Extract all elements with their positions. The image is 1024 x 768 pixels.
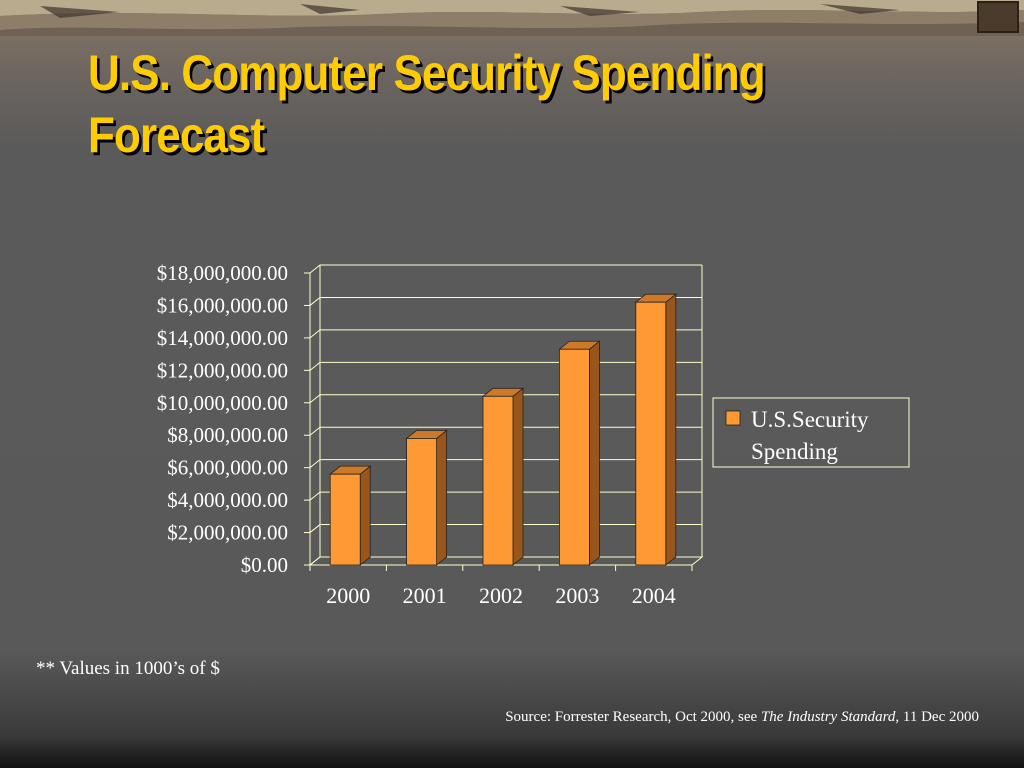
x-tick-label: 2000 bbox=[326, 583, 370, 608]
slide-title-line2: Forecast bbox=[88, 107, 265, 163]
gridline bbox=[309, 264, 702, 274]
source-citation: Source: Forrester Research, Oct 2000, se… bbox=[505, 709, 979, 726]
x-tick-label: 2003 bbox=[555, 583, 599, 608]
chart-bars bbox=[329, 293, 677, 566]
y-tick-label: $14,000,000.00 bbox=[157, 326, 288, 350]
y-tick-label: $18,000,000.00 bbox=[157, 261, 288, 285]
legend-label-line: Spending bbox=[751, 439, 838, 464]
slide-title: U.S. Computer Security Spending Forecast bbox=[88, 42, 880, 166]
chart-legend: U.S.Security Spending bbox=[712, 397, 910, 468]
y-tick-label: $10,000,000.00 bbox=[157, 391, 288, 415]
bar-2003 bbox=[558, 340, 601, 566]
legend-label-line: U.S.Security bbox=[751, 407, 869, 432]
bar-front bbox=[329, 473, 361, 566]
decorative-banner bbox=[0, 0, 1024, 36]
legend-box bbox=[712, 397, 910, 468]
slide-title-line1: U.S. Computer Security Spending bbox=[88, 45, 766, 101]
legend-swatch bbox=[725, 410, 741, 426]
y-tick-label: $0.00 bbox=[241, 553, 288, 577]
bar-2004 bbox=[634, 293, 677, 566]
bar-2000 bbox=[329, 465, 372, 566]
bar-front bbox=[406, 438, 438, 566]
bar-side bbox=[436, 429, 447, 566]
y-tick-label: $12,000,000.00 bbox=[157, 358, 288, 382]
source-prefix: Source: Forrester Research, Oct 2000, se… bbox=[505, 709, 761, 725]
x-tick-label: 2002 bbox=[479, 583, 523, 608]
y-tick-label: $8,000,000.00 bbox=[167, 423, 288, 447]
source-suffix: , 11 Dec 2000 bbox=[895, 709, 979, 725]
bar-side bbox=[665, 293, 677, 566]
y-tick-label: $2,000,000.00 bbox=[167, 521, 288, 545]
bar-side bbox=[359, 465, 371, 566]
bar-front bbox=[635, 301, 667, 566]
y-tick-label: $16,000,000.00 bbox=[157, 293, 288, 317]
x-tick-label: 2001 bbox=[403, 583, 447, 608]
bar-front bbox=[482, 395, 514, 566]
bar-side bbox=[512, 387, 524, 566]
y-tick-label: $4,000,000.00 bbox=[167, 488, 288, 512]
bar-front bbox=[559, 348, 590, 566]
y-axis-tick-labels: $0.00 $2,000,000.00 $4,000,000.00 $6,000,00… bbox=[157, 261, 288, 577]
bar-2002 bbox=[481, 387, 525, 566]
bar-side bbox=[589, 340, 600, 566]
y-tick-label: $6,000,000.00 bbox=[167, 456, 288, 480]
source-publication: The Industry Standard bbox=[760, 709, 896, 725]
values-note: ** Values in 1000’s of $ bbox=[36, 658, 220, 679]
bar-2001 bbox=[405, 429, 448, 566]
x-tick-label: 2004 bbox=[632, 583, 676, 608]
x-axis-tick-labels: 2000 2001 2002 2003 2004 bbox=[326, 583, 676, 608]
